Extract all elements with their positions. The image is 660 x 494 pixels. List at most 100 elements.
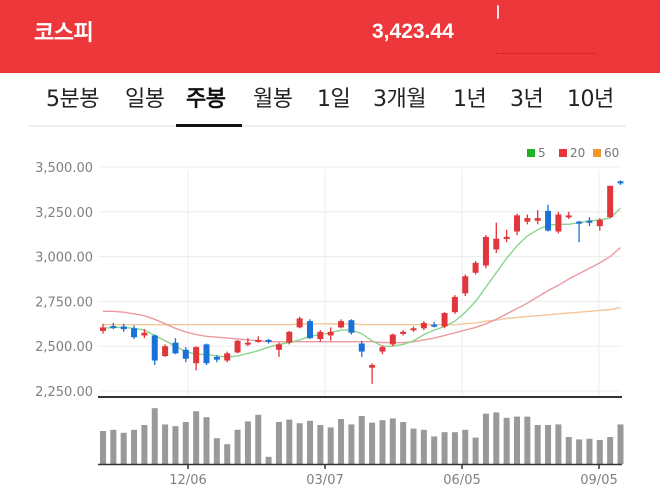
y-axis: 3,500.00 3,250.00 3,000.00 2,750.00 2,500.00… — [35, 161, 622, 400]
candle — [296, 318, 303, 328]
candle — [420, 322, 427, 329]
chart-canvas[interactable]: 5 20 60 3,500.00 3,250.00 3,000.00 2,750.00 2,5… — [0, 130, 660, 490]
candle — [596, 219, 603, 227]
tab-3month[interactable]: 3개월 — [373, 87, 426, 112]
volume-bar — [400, 422, 407, 464]
tab-10year[interactable]: 10년 — [567, 87, 614, 112]
y-tick-label: 2,250.00 — [35, 385, 93, 400]
y-tick-label: 3,500.00 — [35, 161, 93, 176]
volume-bar — [234, 429, 241, 464]
candle — [327, 331, 334, 336]
legend-label-60: 60 — [604, 146, 619, 160]
legend-swatch-5 — [527, 149, 535, 157]
volume-bar — [493, 412, 500, 464]
candle — [338, 321, 345, 328]
volume-bar — [348, 424, 355, 464]
candle — [162, 346, 169, 357]
candle — [524, 218, 531, 222]
tab-1year[interactable]: 1년 — [453, 87, 487, 112]
volume-bar — [275, 422, 282, 464]
volume-bar — [203, 417, 210, 464]
ma20-line — [103, 247, 621, 344]
candle — [244, 342, 251, 345]
candle — [141, 332, 148, 336]
volume-bar — [431, 436, 438, 464]
candle — [182, 349, 189, 359]
candle — [493, 238, 500, 250]
volume-bar — [182, 422, 189, 464]
candles — [100, 180, 624, 384]
candle — [400, 331, 407, 334]
candle — [265, 339, 272, 342]
y-tick-label: 3,000.00 — [35, 251, 93, 266]
x-tick-label: 06/05 — [443, 473, 480, 488]
active-tab-indicator — [176, 124, 242, 127]
volume-bar — [244, 421, 251, 464]
volume-bar — [472, 437, 479, 464]
candle — [358, 343, 365, 352]
tab-1day[interactable]: 1일 — [317, 87, 351, 112]
volume-bar — [172, 426, 179, 464]
index-price: 3,423.44 — [372, 20, 454, 43]
volume-bar — [514, 416, 520, 464]
volume-bar — [576, 439, 583, 464]
ma60-line — [103, 307, 621, 326]
candle — [441, 313, 448, 327]
candle — [172, 342, 179, 354]
header-bar: 코스피 3,423.44 — [0, 0, 660, 73]
volume-bar — [503, 417, 510, 464]
volume-bar — [420, 429, 427, 464]
candle — [617, 181, 624, 184]
volume-bar — [307, 420, 313, 464]
candle — [255, 339, 262, 342]
tab-daily[interactable]: 일봉 — [125, 87, 165, 112]
candle — [503, 236, 510, 239]
volume-bar — [410, 428, 417, 464]
tab-monthly[interactable]: 월봉 — [253, 87, 293, 112]
volume-bars — [100, 408, 624, 464]
volume-bar — [451, 432, 458, 464]
volume-bar — [617, 424, 624, 464]
candle — [431, 324, 438, 327]
volume-bar — [151, 408, 158, 464]
volume-bar — [369, 422, 376, 464]
candle — [555, 214, 562, 232]
x-axis-labels: 12/06 03/07 06/05 09/05 — [169, 464, 618, 488]
volume-bar — [555, 424, 562, 464]
volume-bar — [162, 424, 169, 464]
volume-bar — [389, 418, 396, 464]
volume-bar — [255, 414, 262, 464]
candle — [565, 215, 572, 218]
tab-5min[interactable]: 5분봉 — [46, 87, 99, 112]
volume-bar — [462, 429, 469, 464]
candle — [451, 296, 458, 313]
tab-3year[interactable]: 3년 — [510, 87, 544, 112]
volume-bar — [441, 432, 448, 464]
volume-bar — [100, 431, 106, 464]
legend-label-20: 20 — [570, 146, 585, 160]
volume-bar — [534, 425, 541, 464]
candle — [545, 210, 552, 231]
candlestick-chart[interactable]: 5 20 60 3,500.00 3,250.00 3,000.00 2,750.00 2,5… — [0, 130, 660, 490]
y-tick-label: 2,750.00 — [35, 295, 93, 310]
price-divider — [496, 53, 596, 54]
candle — [307, 321, 313, 339]
tab-weekly[interactable]: 주봉 — [186, 87, 226, 112]
candle — [462, 276, 469, 294]
candle — [286, 331, 293, 343]
period-tabs: 5분봉 일봉 주봉 월봉 1일 3개월 1년 3년 10년 — [0, 75, 660, 127]
legend-swatch-20 — [559, 149, 567, 157]
legend-label-5: 5 — [538, 146, 546, 160]
tab-track — [28, 125, 626, 127]
candle — [348, 320, 355, 333]
x-tick-label: 12/06 — [169, 473, 206, 488]
candle — [472, 262, 479, 273]
volume-bar — [120, 432, 127, 464]
candle — [224, 353, 231, 361]
volume-bar — [317, 425, 324, 464]
volume-bar — [586, 438, 593, 464]
volume-bar — [327, 427, 334, 464]
candle — [203, 344, 210, 364]
y-tick-label: 2,500.00 — [35, 340, 93, 355]
candle — [389, 334, 396, 345]
